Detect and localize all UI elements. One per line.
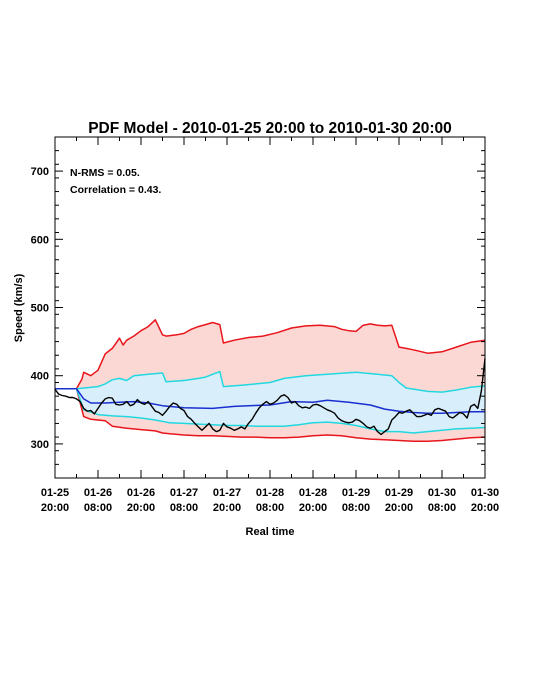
x-tick-label: 01-30 20:00 bbox=[471, 487, 499, 514]
x-axis: 01-25 20:00 01-26 08:00 01-26 20:00 01-27 08:00… bbox=[41, 137, 499, 514]
x-tick-label: 01-27 20:00 bbox=[213, 487, 241, 514]
chart-title: PDF Model - 2010-01-25 20:00 to 2010-01-… bbox=[88, 120, 452, 137]
x-tick-label: 01-29 20:00 bbox=[385, 487, 413, 514]
y-tick-label: 300 bbox=[31, 439, 49, 451]
x-axis-label: Real time bbox=[246, 526, 295, 538]
x-tick-label: 01-29 08:00 bbox=[342, 487, 370, 514]
x-tick-label: 01-28 20:00 bbox=[299, 487, 327, 514]
x-tick-label: 01-25 20:00 bbox=[41, 487, 69, 514]
series-lines bbox=[54, 319, 486, 442]
series-line-median bbox=[55, 387, 485, 414]
y-tick-label: 400 bbox=[31, 371, 49, 383]
series-line-inner-upper bbox=[55, 370, 486, 393]
x-tick-label: 01-27 08:00 bbox=[170, 487, 198, 514]
y-axis: 300 400 500 600 700 bbox=[31, 136, 485, 479]
y-tick-label: 700 bbox=[31, 166, 49, 178]
series-line-observed bbox=[54, 358, 486, 436]
y-tick-label: 500 bbox=[31, 303, 49, 315]
y-tick-label: 600 bbox=[31, 234, 49, 246]
x-tick-label: 01-30 08:00 bbox=[428, 487, 456, 514]
x-tick-label: 01-26 08:00 bbox=[84, 487, 112, 514]
inner-band-fill bbox=[55, 371, 485, 433]
annotation-nrms: N-RMS = 0.05. bbox=[70, 167, 140, 179]
annotation-correlation: Correlation = 0.43. bbox=[70, 184, 161, 196]
y-axis-label: Speed (km/s) bbox=[13, 273, 25, 342]
x-tick-label: 01-28 08:00 bbox=[256, 487, 284, 514]
series-line-inner-lower bbox=[55, 387, 486, 434]
series-line-outer-lower bbox=[55, 387, 486, 442]
x-tick-label: 01-26 20:00 bbox=[127, 487, 155, 514]
series-line-outer-upper bbox=[55, 319, 486, 390]
uncertainty-bands bbox=[55, 319, 485, 442]
